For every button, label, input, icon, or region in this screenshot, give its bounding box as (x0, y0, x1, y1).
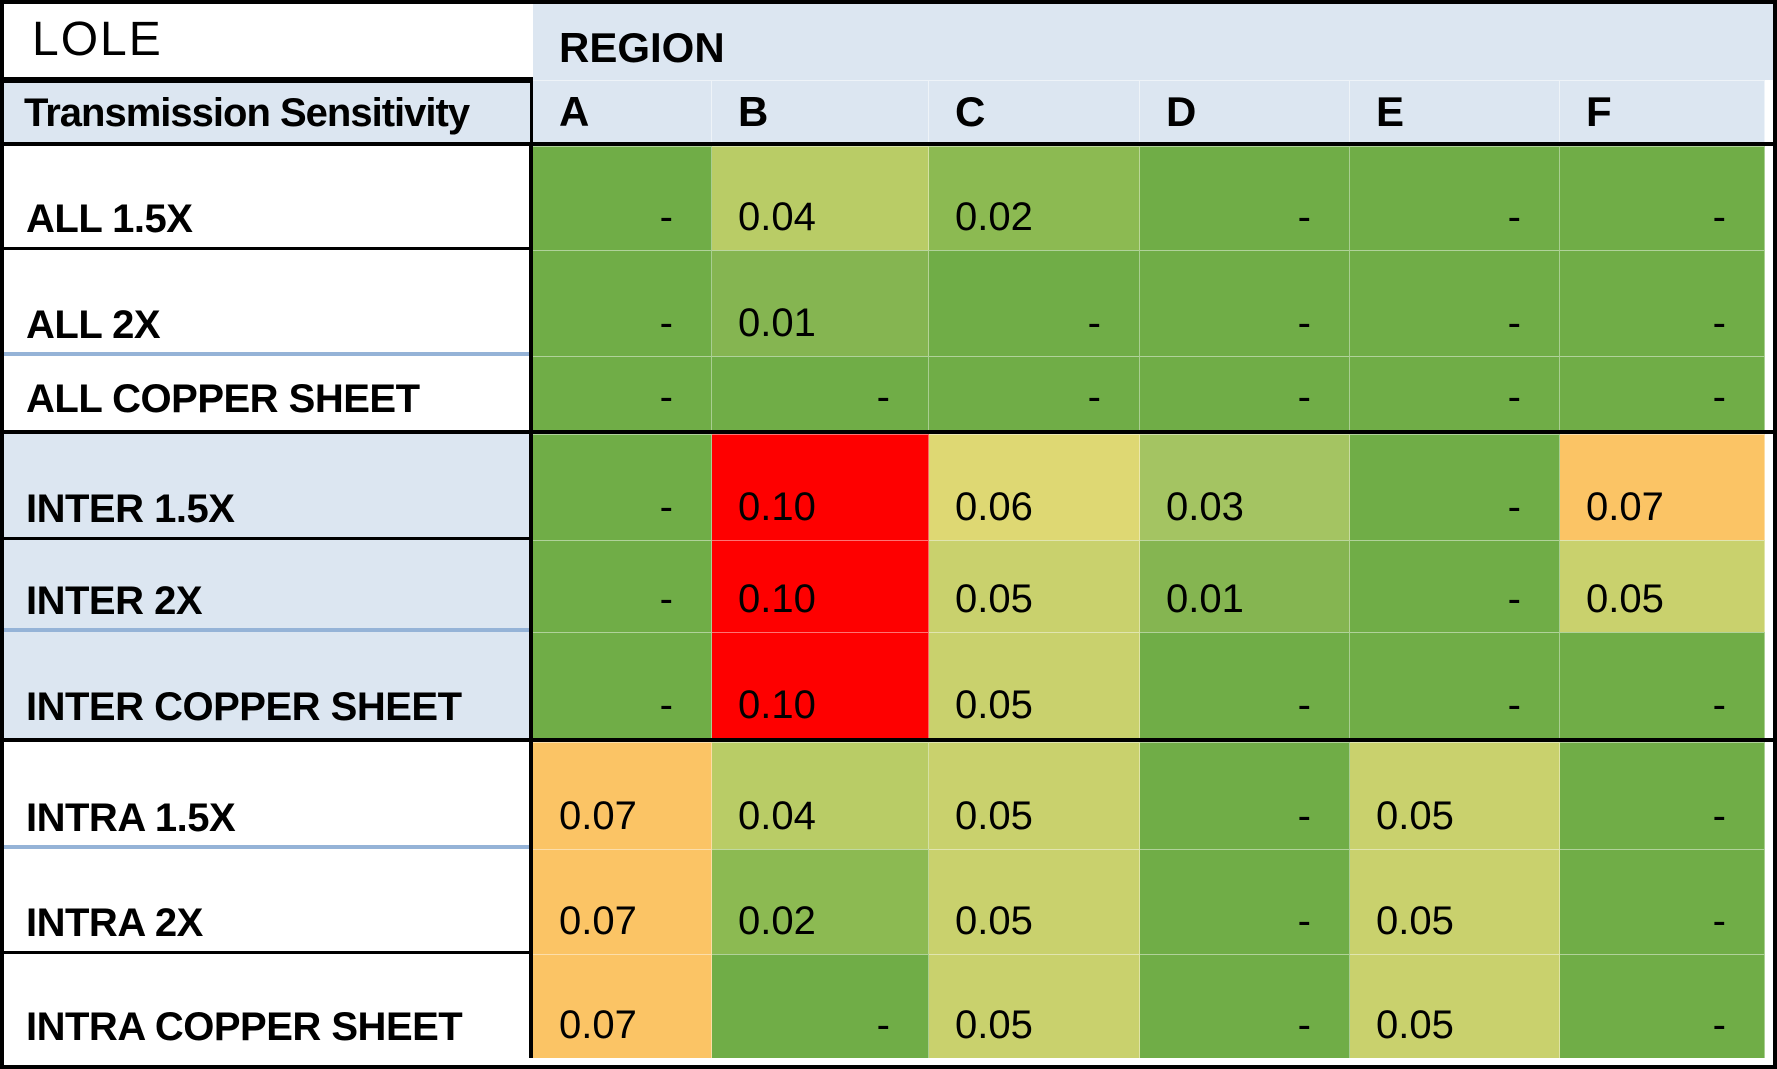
table-row: INTRA COPPER SHEET 0.07-0.05-0.05- (4, 954, 1773, 1058)
heatmap-cell-a-row1[interactable]: - (533, 146, 712, 250)
column-header-a[interactable]: A (533, 80, 712, 142)
heatmap-cell-a-row5[interactable]: - (533, 540, 712, 632)
heatmap-cell-d-row7[interactable]: - (1140, 742, 1350, 849)
heatmap-cell-e-row6[interactable]: - (1350, 632, 1560, 738)
table-title-cell[interactable]: LOLE (4, 4, 533, 80)
heatmap-cell-d-row1[interactable]: - (1140, 146, 1350, 250)
column-header-d[interactable]: D (1140, 80, 1350, 142)
heatmap-cell-e-row9[interactable]: 0.05 (1350, 954, 1560, 1058)
row-label-all-2x[interactable]: ALL 2X (4, 250, 533, 356)
heatmap-cell-d-row5[interactable]: 0.01 (1140, 540, 1350, 632)
heatmap-cell-a-row2[interactable]: - (533, 250, 712, 356)
heatmap-cell-b-row9[interactable]: - (712, 954, 929, 1058)
row-label-inter-2x[interactable]: INTER 2X (4, 540, 533, 632)
heatmap-cell-c-row1[interactable]: 0.02 (929, 146, 1140, 250)
row-label-inter-copper-sheet[interactable]: INTER COPPER SHEET (4, 632, 533, 738)
heatmap-cell-b-row8[interactable]: 0.02 (712, 849, 929, 954)
column-header-f[interactable]: F (1560, 80, 1765, 142)
heatmap-cell-f-row5[interactable]: 0.05 (1560, 540, 1765, 632)
column-header-b[interactable]: B (712, 80, 929, 142)
heatmap-cell-d-row9[interactable]: - (1140, 954, 1350, 1058)
heatmap-cell-a-row4[interactable]: - (533, 434, 712, 540)
heatmap-cell-b-row3[interactable]: - (712, 356, 929, 430)
table-row: INTER 1.5X -0.10 0.06 0.03-0.07 (4, 434, 1773, 540)
heatmap-cell-f-row1[interactable]: - (1560, 146, 1765, 250)
heatmap-cell-c-row2[interactable]: - (929, 250, 1140, 356)
column-header-c[interactable]: C (929, 80, 1140, 142)
region-header-label: REGION (559, 24, 725, 71)
heatmap-cell-f-row4[interactable]: 0.07 (1560, 434, 1765, 540)
heatmap-cell-c-row6[interactable]: 0.05 (929, 632, 1140, 738)
heatmap-cell-c-row5[interactable]: 0.05 (929, 540, 1140, 632)
heatmap-cell-f-row2[interactable]: - (1560, 250, 1765, 356)
heatmap-cell-a-row3[interactable]: - (533, 356, 712, 430)
title-row: LOLE REGION (4, 4, 1773, 80)
heatmap-body: ALL 1.5X -0.04 0.02- - - ALL 2X -0.01- - - - ALL C… (4, 146, 1773, 1058)
heatmap-cell-e-row8[interactable]: 0.05 (1350, 849, 1560, 954)
heatmap-cell-a-row7[interactable]: 0.07 (533, 742, 712, 849)
region-header-cell[interactable]: REGION (533, 4, 1773, 80)
heatmap-cell-f-row8[interactable]: - (1560, 849, 1765, 954)
heatmap-cell-c-row3[interactable]: - (929, 356, 1140, 430)
table-row: INTRA 2X 0.07 0.02 0.05-0.05- (4, 849, 1773, 954)
heatmap-cell-f-row9[interactable]: - (1560, 954, 1765, 1058)
heatmap-cell-b-row2[interactable]: 0.01 (712, 250, 929, 356)
heatmap-cell-b-row7[interactable]: 0.04 (712, 742, 929, 849)
heatmap-cell-f-row6[interactable]: - (1560, 632, 1765, 738)
row-dimension-header-cell[interactable]: Transmission Sensitivity (4, 80, 533, 142)
heatmap-cell-b-row5[interactable]: 0.10 (712, 540, 929, 632)
table-row: INTER 2X -0.10 0.05 0.01-0.05 (4, 540, 1773, 632)
table-row: ALL 1.5X -0.04 0.02- - - (4, 146, 1773, 250)
row-label-intra-copper-sheet[interactable]: INTRA COPPER SHEET (4, 954, 533, 1058)
heatmap-cell-d-row6[interactable]: - (1140, 632, 1350, 738)
page-title: LOLE (32, 13, 163, 66)
heatmap-cell-e-row4[interactable]: - (1350, 434, 1560, 540)
heatmap-cell-c-row8[interactable]: 0.05 (929, 849, 1140, 954)
heatmap-cell-f-row7[interactable]: - (1560, 742, 1765, 849)
row-label-intra-1-5x[interactable]: INTRA 1.5X (4, 742, 533, 849)
column-header-e[interactable]: E (1350, 80, 1560, 142)
heatmap-cell-a-row8[interactable]: 0.07 (533, 849, 712, 954)
row-label-all-1-5x[interactable]: ALL 1.5X (4, 146, 533, 250)
heatmap-cell-d-row3[interactable]: - (1140, 356, 1350, 430)
heatmap-cell-e-row1[interactable]: - (1350, 146, 1560, 250)
table-row: INTER COPPER SHEET -0.10 0.05- - - (4, 632, 1773, 742)
heatmap-cell-e-row2[interactable]: - (1350, 250, 1560, 356)
heatmap-cell-c-row9[interactable]: 0.05 (929, 954, 1140, 1058)
table-row: INTRA 1.5X 0.07 0.04 0.05-0.05- (4, 742, 1773, 849)
table-row: ALL 2X -0.01- - - - (4, 250, 1773, 356)
table-row: ALL COPPER SHEET - - - - - - (4, 356, 1773, 434)
row-label-inter-1-5x[interactable]: INTER 1.5X (4, 434, 533, 540)
row-label-all-copper-sheet[interactable]: ALL COPPER SHEET (4, 356, 533, 430)
heatmap-cell-a-row9[interactable]: 0.07 (533, 954, 712, 1058)
heatmap-cell-e-row5[interactable]: - (1350, 540, 1560, 632)
heatmap-cell-d-row2[interactable]: - (1140, 250, 1350, 356)
heatmap-cell-d-row4[interactable]: 0.03 (1140, 434, 1350, 540)
heatmap-cell-e-row3[interactable]: - (1350, 356, 1560, 430)
heatmap-cell-c-row7[interactable]: 0.05 (929, 742, 1140, 849)
heatmap-cell-a-row6[interactable]: - (533, 632, 712, 738)
heatmap-cell-b-row1[interactable]: 0.04 (712, 146, 929, 250)
heatmap-cell-c-row4[interactable]: 0.06 (929, 434, 1140, 540)
heatmap-cell-d-row8[interactable]: - (1140, 849, 1350, 954)
column-header-row: Transmission Sensitivity A B C D E F (4, 80, 1773, 146)
heatmap-cell-b-row4[interactable]: 0.10 (712, 434, 929, 540)
heatmap-cell-e-row7[interactable]: 0.05 (1350, 742, 1560, 849)
row-label-intra-2x[interactable]: INTRA 2X (4, 849, 533, 954)
row-dimension-label: Transmission Sensitivity (24, 91, 470, 135)
heatmap-cell-b-row6[interactable]: 0.10 (712, 632, 929, 738)
heatmap-cell-f-row3[interactable]: - (1560, 356, 1765, 430)
